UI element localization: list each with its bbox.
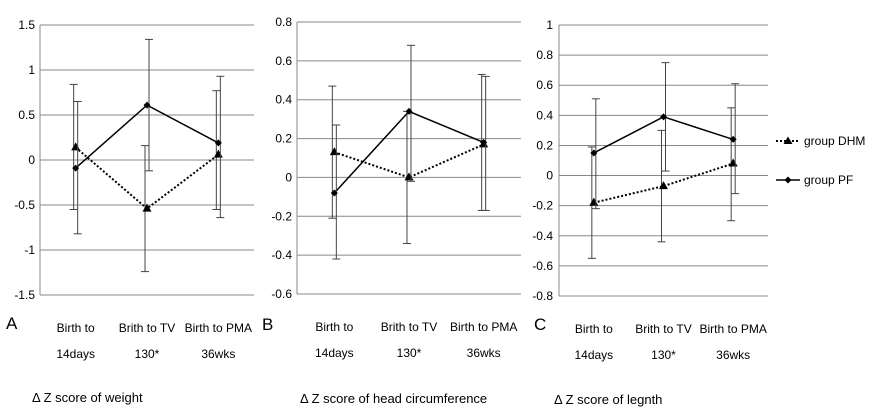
y-tick-label: -0.2 — [532, 199, 553, 213]
legend: group DHM group PF — [776, 134, 865, 187]
data-point-diamond — [72, 164, 80, 172]
x-tick-label: 14days — [574, 348, 613, 362]
series-dhm — [587, 107, 738, 259]
series-dhm — [69, 83, 223, 273]
x-tick-label: Birth to — [57, 321, 95, 335]
y-tick-label: 0.4 — [536, 108, 553, 122]
y-tick-label: -0.6 — [532, 259, 553, 273]
chart-panels: 1.5 1 0.5 0 -0.5 -1 -1.5 Birth to 14days Brith to… — [6, 15, 768, 407]
data-point-diamond — [405, 107, 413, 115]
chart-panel-c: 1 0.8 0.6 0.4 0.2 0 -0.2 -0.4 -0.6 -0.8 Birth to 14… — [532, 18, 768, 407]
panel-letter: C — [534, 315, 546, 334]
y-tick-label: 0.5 — [18, 108, 35, 122]
series-line — [334, 143, 485, 179]
series-line — [593, 116, 734, 154]
series-pf — [72, 38, 225, 235]
x-tick-label: Birth to — [315, 320, 353, 334]
x-tick-label: 36wks — [467, 346, 501, 360]
y-tick-label: 0.6 — [275, 54, 292, 68]
series-pf — [590, 62, 740, 210]
series-pf — [330, 44, 490, 260]
x-tick-label: 130* — [135, 347, 160, 361]
x-tick-label: Birth to PMA — [450, 320, 517, 334]
y-tick-label: 0.8 — [536, 48, 553, 62]
data-point-diamond — [590, 149, 598, 157]
x-tick-label: 130* — [397, 346, 422, 360]
y-tick-label: 0 — [28, 153, 35, 167]
chart-panel-a: 1.5 1 0.5 0 -0.5 -1 -1.5 Birth to 14days Brith to… — [6, 18, 254, 405]
x-tick-label: 130* — [651, 348, 676, 362]
y-tick-label: 1 — [28, 63, 35, 77]
data-point-diamond — [330, 189, 338, 197]
y-tick-label: 0.6 — [536, 78, 553, 92]
x-tick-label: Birth to — [575, 322, 613, 336]
y-tick-label: 0.2 — [275, 132, 292, 146]
y-tick-label: -0.2 — [271, 209, 292, 223]
data-point-triangle — [659, 181, 668, 190]
x-tick-label: Birth to PMA — [699, 322, 766, 336]
y-tick-label: -0.8 — [532, 289, 553, 303]
y-tick-label: -1 — [24, 243, 35, 257]
legend-marker-diamond — [784, 176, 792, 184]
data-point-triangle — [213, 149, 223, 158]
data-point-triangle — [142, 203, 152, 212]
series-line — [333, 110, 484, 194]
y-tick-label: -0.4 — [271, 248, 292, 262]
legend-item-pf: group PF — [776, 173, 853, 187]
y-tick-label: 0.4 — [275, 93, 292, 107]
data-point-diamond — [143, 101, 151, 109]
x-tick-label: Brith to TV — [635, 322, 691, 336]
data-point-diamond — [660, 113, 667, 121]
panel-caption: Δ Z score of legnth — [554, 392, 662, 407]
series-line — [75, 146, 219, 210]
data-point-diamond — [480, 138, 488, 146]
y-tick-label: 0 — [546, 169, 553, 183]
data-point-triangle — [404, 172, 414, 181]
series-dhm — [328, 73, 489, 244]
legend-label-pf: group PF — [804, 173, 853, 187]
legend-label-dhm: group DHM — [804, 134, 865, 148]
x-tick-label: 36wks — [716, 348, 750, 362]
data-point-triangle — [728, 158, 738, 167]
y-tick-label: 1 — [546, 18, 553, 32]
panel-caption: Δ Z score of head circumference — [300, 391, 487, 406]
data-point-diamond — [214, 139, 222, 147]
x-tick-label: 14days — [56, 347, 95, 361]
legend-marker-triangle — [783, 136, 793, 144]
x-tick-label: Brith to TV — [381, 320, 437, 334]
legend-item-dhm: group DHM — [776, 134, 865, 148]
data-point-triangle — [329, 147, 339, 156]
x-tick-label: 36wks — [201, 347, 235, 361]
y-tick-label: 0.8 — [275, 15, 292, 29]
y-tick-label: -0.4 — [532, 229, 553, 243]
chart-panel-b: 0.8 0.6 0.4 0.2 0 -0.2 -0.4 -0.6 Birth to 14days B… — [262, 15, 521, 406]
data-point-triangle — [589, 197, 599, 206]
x-tick-label: 14days — [315, 346, 354, 360]
panel-caption: Δ Z score of weight — [32, 390, 143, 405]
y-tick-label: -0.5 — [14, 198, 35, 212]
y-tick-label: 0.2 — [536, 138, 553, 152]
x-tick-label: Brith to TV — [119, 321, 175, 335]
panel-letter: A — [6, 314, 18, 333]
data-point-triangle — [71, 142, 81, 151]
series-line — [593, 162, 734, 204]
panel-letter: B — [262, 315, 273, 334]
x-tick-label: Birth to PMA — [185, 321, 252, 335]
data-point-diamond — [729, 135, 737, 143]
y-tick-label: -1.5 — [14, 288, 35, 302]
y-tick-label: -0.6 — [271, 287, 292, 301]
y-tick-label: 1.5 — [18, 18, 35, 32]
y-tick-label: 0 — [285, 170, 292, 184]
